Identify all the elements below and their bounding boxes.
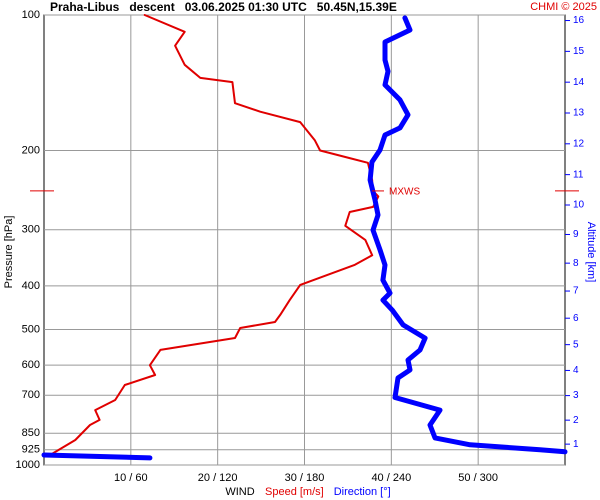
y2-tick-label: 3	[573, 390, 579, 401]
y2-tick-label: 15	[573, 46, 585, 57]
y2-tick-label: 1	[573, 439, 579, 450]
x-tick-label: 20 / 120	[198, 472, 238, 484]
x-tick-label: 30 / 180	[285, 472, 325, 484]
y2-tick-label: 13	[573, 108, 585, 119]
y-tick-label: 500	[22, 323, 40, 335]
annotation: MXWS	[389, 187, 420, 198]
y-tick-label: 200	[22, 144, 40, 156]
y2-axis-label: Altitude [km]	[585, 222, 597, 283]
y-tick-label: 100	[22, 9, 40, 21]
y2-tick-label: 11	[573, 169, 584, 180]
x-tick-label: 40 / 240	[371, 472, 411, 484]
legend-label: Speed [m/s]	[265, 486, 324, 498]
y2-tick-label: 10	[573, 200, 585, 211]
y2-tick-label: 16	[573, 15, 585, 26]
y-tick-label: 1000	[16, 459, 40, 471]
y-tick-label: 400	[22, 280, 40, 292]
y-axis-label: Pressure [hPa]	[3, 216, 15, 289]
credit: CHMI © 2025	[530, 1, 597, 13]
y2-tick-label: 2	[573, 415, 579, 426]
y-tick-label: 925	[22, 444, 40, 456]
x-tick-label: 50 / 300	[458, 472, 498, 484]
y2-tick-label: 5	[573, 339, 579, 350]
series-line	[41, 15, 568, 461]
x-tick-label: 10 / 60	[114, 472, 148, 484]
y2-tick-label: 6	[573, 313, 579, 324]
y-tick-label: 700	[22, 389, 40, 401]
y-tick-label: 300	[22, 224, 40, 236]
y2-tick-label: 14	[573, 77, 585, 88]
y-tick-label: 600	[22, 359, 40, 371]
y2-tick-label: 8	[573, 258, 579, 269]
y-tick-label: 850	[22, 427, 40, 439]
y2-tick-label: 9	[573, 229, 579, 240]
y2-tick-label: 7	[573, 286, 579, 297]
legend-label: Direction [°]	[334, 486, 391, 498]
series-line	[49, 14, 380, 456]
y2-tick-label: 12	[573, 138, 585, 149]
y2-tick-label: 4	[573, 365, 579, 376]
x-axis-label: WIND	[225, 486, 254, 498]
chart-title: Praha-Libus descent 03.06.2025 01:30 UTC…	[50, 0, 397, 14]
